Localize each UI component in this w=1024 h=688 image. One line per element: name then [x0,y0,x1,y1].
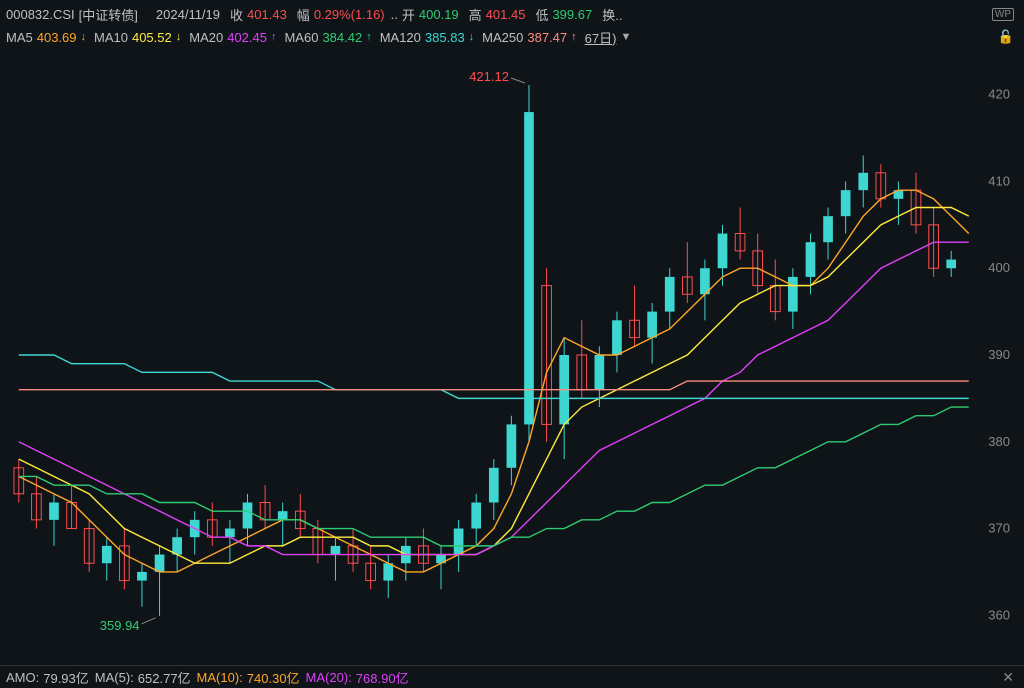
ma20-arrow: ↑ [271,31,277,43]
amo-label: AMO: [6,670,39,685]
ma20-label: MA20 [189,30,223,45]
vma10-value: 740.30亿 [247,668,300,687]
svg-text:421.12: 421.12 [469,69,509,84]
symbol-name: [中证转债] [79,5,138,24]
ma20-value: 402.45 [227,30,267,45]
ma250-value: 387.47 [527,30,567,45]
amo-value: 79.93亿 [43,668,89,687]
wp-badge[interactable]: WP [992,8,1014,21]
open-label: 开 [402,5,415,24]
dropdown-icon[interactable]: ▼ [620,31,631,43]
svg-text:380: 380 [988,434,1010,449]
amp-value: 0.29%(1.16) [314,7,385,22]
ma10-label: MA10 [94,30,128,45]
svg-text:370: 370 [988,521,1010,536]
vma10-label: MA(10): [197,670,243,685]
ma250-arrow: ↑ [571,31,577,43]
open-value: 400.19 [419,7,459,22]
ma120-value: 385.83 [425,30,465,45]
ma-indicator-row: MA5 403.69 ↓ MA10 405.52 ↓ MA20 402.45 ↑… [0,26,1024,48]
lock-icon[interactable]: 🔓 [998,29,1014,45]
low-label: 低 [535,5,548,24]
price-chart[interactable]: 360 370 380 390 400 410 420 421.12 359.94 [0,50,1024,666]
dots: .. [391,7,398,22]
close-value: 401.43 [247,7,287,22]
svg-text:359.94: 359.94 [100,618,140,633]
ma10-arrow: ↓ [176,31,182,43]
chart-svg[interactable]: 360 370 380 390 400 410 420 421.12 359.94 [0,50,1024,666]
close-label: 收 [230,5,243,24]
svg-text:410: 410 [988,173,1010,188]
symbol[interactable]: 000832.CSI [6,7,75,22]
svg-text:400: 400 [988,260,1010,275]
close-icon[interactable]: ✕ [1002,669,1014,686]
svg-text:390: 390 [988,347,1010,362]
header-bar: 000832.CSI [中证转债] 2024/11/19 收 401.43 幅 … [0,0,1024,28]
high-label: 高 [469,5,482,24]
vma20-label: MA(20): [306,670,352,685]
ma10-value: 405.52 [132,30,172,45]
ma5-value: 403.69 [37,30,77,45]
date: 2024/11/19 [156,7,220,22]
high-value: 401.45 [486,7,526,22]
period-label[interactable]: 67日) [585,28,617,47]
vma5-label: MA(5): [95,670,134,685]
ma60-value: 384.42 [322,30,362,45]
ma5-arrow: ↓ [81,31,87,43]
ma60-arrow: ↑ [366,31,372,43]
svg-text:360: 360 [988,607,1010,622]
turn-label: 换.. [602,5,622,24]
vma20-value: 768.90亿 [356,668,409,687]
ma250-label: MA250 [482,30,523,45]
ma120-label: MA120 [380,30,421,45]
vma5-value: 652.77亿 [138,668,191,687]
amp-label: 幅 [297,5,310,24]
ma120-arrow: ↓ [469,31,475,43]
ma5-label: MA5 [6,30,33,45]
low-value: 399.67 [552,7,592,22]
svg-text:420: 420 [988,87,1010,102]
volume-footer: AMO: 79.93亿 MA(5): 652.77亿 MA(10): 740.3… [0,665,1024,688]
ma60-label: MA60 [284,30,318,45]
